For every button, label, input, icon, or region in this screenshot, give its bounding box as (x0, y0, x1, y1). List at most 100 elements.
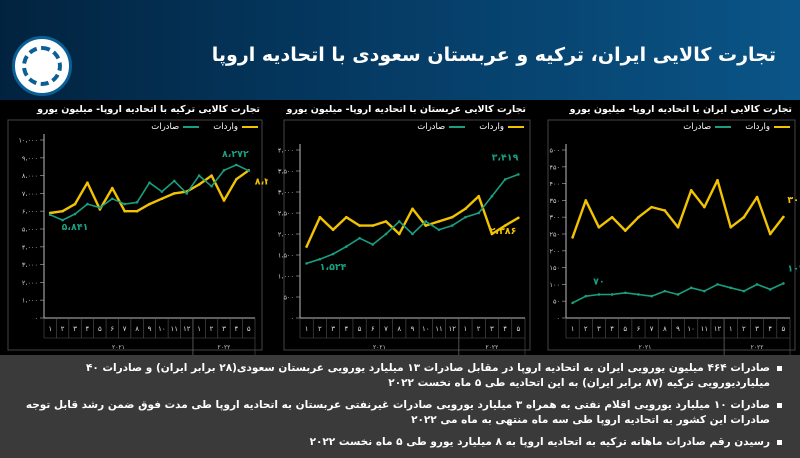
export-point (210, 184, 213, 188)
data-label: ۷۰ (593, 276, 605, 287)
x-tick-label: ۱ (197, 325, 201, 333)
import-point (742, 215, 746, 219)
year-label: ۲۰۲۲ (218, 344, 231, 351)
x-tick-label: ۵ (98, 325, 102, 333)
y-tick-label: ۲۰۰ (550, 247, 560, 255)
x-tick-label: ۲ (61, 325, 65, 333)
x-tick-label: ۳ (755, 325, 759, 333)
y-tick-label: ۵۰۰ (284, 294, 294, 302)
y-tick-label: ۱۵۰ (550, 264, 560, 272)
y-tick-label: ۱،۰۰۰ (278, 273, 294, 281)
header-banner: تجارت کالایی ایران، ترکیه و عربستان سعود… (0, 0, 800, 100)
export-point (371, 243, 375, 246)
import-point (210, 174, 213, 177)
y-tick-label: ۳،۰۰۰ (22, 261, 38, 269)
import-point (768, 232, 772, 236)
import-point (490, 232, 494, 236)
x-tick-label: ۱ (464, 325, 468, 333)
y-tick-label: ۳۰۰ (550, 214, 560, 222)
import-point (610, 215, 614, 219)
y-tick-label: ۱۰،۰۰۰ (18, 137, 38, 145)
x-tick-label: ۱۰ (422, 325, 430, 333)
export-point (135, 201, 139, 204)
x-tick-label: ۱۱ (435, 325, 443, 333)
legend-export: صادرات (417, 122, 466, 132)
x-tick-label: ۴ (344, 325, 348, 333)
x-tick-label: ۹ (676, 325, 680, 333)
x-tick-label: ۴ (768, 325, 772, 333)
export-point (48, 213, 52, 217)
y-tick-label: ۲۵۰ (550, 231, 560, 239)
export-point (173, 179, 176, 183)
export-point (650, 294, 653, 298)
chart-frame (547, 119, 796, 351)
legend-export: صادرات (151, 122, 200, 132)
data-label: ۳۰۱ (787, 195, 800, 206)
legend-import: واردات (479, 122, 524, 132)
import-point (755, 195, 759, 199)
import-point (397, 232, 401, 236)
x-tick-label: ۱ (305, 325, 309, 333)
page-title: تجارت کالایی ایران، ترکیه و عربستان سعود… (211, 44, 776, 66)
export-point (61, 218, 64, 222)
export-point (358, 236, 361, 240)
y-tick-label: ۱،۰۰۰ (22, 297, 38, 305)
chart-title: تجارت کالایی ایران با اتحادیه اروپا- میل… (569, 104, 792, 115)
export-point (110, 197, 114, 201)
x-tick-label: ۱۰ (687, 325, 695, 333)
chart-frame (283, 119, 531, 351)
note-item: صادرات ۱۰ میلیارد یورویی اقلام نفتی به ه… (22, 398, 782, 428)
year-label: ۲۰۲۱ (639, 344, 652, 351)
export-point (345, 245, 348, 248)
export-point (160, 190, 164, 193)
export-point (305, 262, 308, 265)
x-tick-label: ۹ (148, 325, 152, 333)
x-tick-label: ۶ (371, 325, 375, 333)
x-tick-label: ۳ (597, 325, 601, 333)
import-point (477, 194, 480, 198)
export-point (185, 192, 189, 195)
x-tick-label: ۸ (135, 325, 139, 333)
y-tick-label: ۷،۰۰۰ (22, 190, 38, 198)
x-tick-label: ۳ (73, 325, 77, 333)
year-label: ۲۰۲۲ (485, 344, 498, 351)
note-item: صادرات ۴۶۴ میلیون یورویی ایران به اتحادی… (22, 361, 782, 391)
x-tick-label: ۴ (503, 325, 507, 333)
x-tick-label: ۱۰ (158, 325, 166, 333)
export-point (768, 288, 772, 291)
import-point (650, 205, 653, 209)
import-point (424, 224, 428, 227)
export-point (247, 169, 251, 173)
export-point (235, 163, 238, 167)
data-label: ۲،۳۸۶ (490, 226, 517, 237)
import-point (782, 215, 785, 219)
export-point (197, 174, 201, 177)
chart-title: تجارت کالایی ترکیه با اتحادیه اروپا- میل… (37, 104, 260, 115)
x-tick-label: ۱ (48, 325, 52, 333)
y-tick-label: ۰ (557, 315, 561, 323)
x-tick-label: ۱۱ (701, 325, 709, 333)
export-point (517, 173, 520, 176)
y-tick-label: ۱،۵۰۰ (278, 252, 294, 260)
export-point (742, 289, 746, 293)
data-label: ۱۰۳ (787, 263, 800, 274)
data-label: ۸،۲۹۵ (255, 176, 268, 187)
export-point (318, 257, 322, 261)
export-point (623, 291, 627, 295)
x-tick-label: ۱۲ (183, 325, 191, 333)
x-tick-label: ۵ (247, 325, 251, 333)
chart-title: تجارت کالایی عربستان با اتحادیه اروپا- م… (286, 104, 526, 115)
export-point (437, 228, 441, 232)
x-tick-label: ۵ (516, 325, 520, 333)
export-point (148, 181, 151, 185)
export-point (637, 293, 640, 296)
y-tick-label: ۴،۰۰۰ (22, 243, 38, 251)
year-label: ۲۰۲۲ (751, 344, 764, 351)
organization-logo (12, 36, 72, 96)
chart-iran-eu: ۰ ۵۰ ۱۰۰ ۱۵۰ ۲۰۰ ۲۵۰ ۳۰۰ ۳۵۰ ۴۰۰ ۴۵۰ ۵۰۰ ۱ ۲ ۳ ۴ ۵ ۶ ۷ ۸ ۹ ۱… (534, 100, 800, 355)
year-label: ۲۰۲۱ (373, 344, 386, 351)
y-tick-label: ۱۰۰ (550, 281, 560, 289)
x-tick-label: ۷ (384, 325, 388, 333)
import-point (716, 178, 719, 182)
year-label: ۲۰۲۱ (112, 344, 125, 351)
